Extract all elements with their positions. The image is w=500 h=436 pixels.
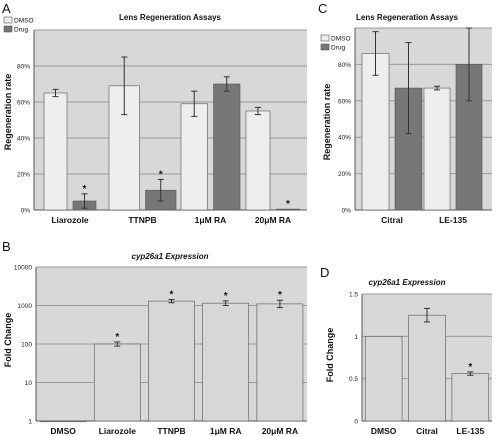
chart-a-bar-1-m-ra-drug — [213, 83, 241, 211]
chart-d: 0 0.5 1 1.5 DMSO Citral * LE-135 — [349, 292, 492, 436]
legend-c-dmso-label: DMSO — [331, 36, 351, 43]
chart-a-category-label: 1μM RA — [195, 215, 227, 225]
chart-d-bar-citral — [408, 314, 446, 422]
chart-c-ytick-label: 20% — [338, 171, 351, 178]
chart-c-legend: DMSO Drug — [320, 34, 351, 52]
chart-b-ytick-label: 1 — [28, 419, 32, 426]
chart-c-bar-le-135-dmso — [423, 87, 451, 211]
chart-b-category-label: TTNPB — [157, 426, 185, 436]
chart-a-significance-star: * — [83, 184, 87, 195]
chart-b-ytick-label: 10 — [25, 380, 33, 387]
legend-a-dmso-label: DMSO — [14, 18, 34, 25]
chart-a-bar-ttnpb-dmso — [108, 85, 140, 211]
chart-d-category-label: DMSO — [371, 426, 397, 436]
chart-b-category-label: 20μM RA — [262, 426, 298, 436]
chart-c-ylabel: Regeneration rate — [322, 84, 332, 161]
chart-d-ytick-label: 1.5 — [349, 292, 358, 299]
chart-d-ytick-label: 0 — [354, 419, 358, 426]
legend-c-drug-label: Drug — [331, 45, 345, 52]
chart-b-category-label: DMSO — [50, 426, 76, 436]
plot-layer: 0% 20% 40% 60% 80% * Liarozole * TTNPB 1μM RA * 20μ… — [14, 27, 492, 436]
chart-a-bar-20-m-ra-drug — [275, 208, 301, 211]
chart-b-ytick-label: 100 — [21, 342, 32, 349]
chart-d-bar-le-135 — [451, 373, 490, 422]
chart-d-bar-dmso — [364, 336, 403, 422]
chart-c: 0% 20% 40% 60% 80% Citral LE-135 — [338, 27, 492, 225]
chart-b-significance-star: * — [278, 290, 282, 301]
panel-letter-b: B — [2, 239, 11, 254]
chart-c-category-label: LE-135 — [439, 215, 467, 225]
chart-b-title: cyp26a1 Expression — [132, 252, 209, 261]
chart-b-ytick-label: 1000 — [18, 303, 33, 310]
chart-d-ylabel: Fold Change — [325, 328, 335, 383]
chart-a-category-label: Liarozole — [51, 215, 89, 225]
chart-b-ylabel: Fold Change — [3, 313, 13, 368]
chart-d-category-label: LE-135 — [456, 426, 484, 436]
chart-b: 1 10 100 1000 10000 DMSO * Liarozole * TTNPB * 1μM … — [14, 265, 307, 436]
chart-b-title-text: cyp26a1 Expression — [132, 252, 209, 261]
chart-b-significance-star: * — [224, 291, 228, 302]
chart-a-ytick-label: 40% — [17, 136, 30, 143]
chart-a-ylabel: Regeneration rate — [3, 74, 13, 151]
chart-a-bar-liarozole-dmso — [43, 92, 68, 211]
chart-c-ytick-label: 0% — [342, 208, 352, 215]
chart-a-legend: DMSO Drug — [3, 16, 34, 34]
chart-a-category-label: 20μM RA — [255, 215, 291, 225]
chart-a-title: Lens Regeneration Assays — [119, 13, 222, 22]
legend-a-dmso-swatch — [3, 16, 13, 24]
panel-letter-d: D — [320, 265, 329, 280]
chart-b-category-label: Liarozole — [99, 426, 137, 436]
chart-b-significance-star: * — [170, 290, 174, 301]
panel-letter-c: C — [318, 1, 327, 16]
legend-c-drug-swatch — [320, 43, 330, 51]
chart-b-category-label: 1μM RA — [210, 426, 242, 436]
chart-c-ytick-label: 60% — [338, 98, 351, 105]
chart-a-significance-star: * — [159, 169, 163, 180]
chart-a-bar-1-m-ra-dmso — [180, 103, 208, 211]
legend-c-dmso-swatch — [320, 34, 330, 42]
legend-a-drug-swatch — [3, 25, 13, 33]
chart-a-ytick-label: 60% — [17, 100, 30, 107]
chart-a-significance-star: * — [286, 199, 290, 210]
chart-b-bar-liarozole — [93, 343, 141, 422]
chart-b-significance-star: * — [115, 332, 119, 343]
chart-d-title: cyp26a1 Expression — [369, 278, 446, 287]
chart-a: 0% 20% 40% 60% 80% * Liarozole * TTNPB 1μM RA * 20μ… — [17, 29, 307, 225]
chart-c-category-label: Citral — [381, 215, 403, 225]
chart-a-ytick-label: 80% — [17, 64, 30, 71]
chart-a-ytick-label: 0% — [21, 208, 31, 215]
chart-b-bar-1-m-ra — [202, 302, 250, 422]
chart-c-ytick-label: 80% — [338, 62, 351, 69]
chart-d-title-text: cyp26a1 Expression — [369, 278, 446, 287]
chart-c-ytick-label: 40% — [338, 135, 351, 142]
chart-d-category-label: Citral — [416, 426, 438, 436]
panel-letter-a: A — [2, 1, 11, 16]
chart-a-category-label: TTNPB — [128, 215, 156, 225]
chart-b-bar-20-m-ra — [256, 303, 304, 422]
chart-d-significance-star: * — [468, 362, 472, 373]
chart-c-title: Lens Regeneration Assays — [356, 13, 459, 22]
chart-c-bar-citral-dmso — [361, 53, 390, 211]
chart-d-ytick-label: 1 — [354, 334, 358, 341]
chart-a-ytick-label: 20% — [17, 172, 30, 179]
chart-d-ytick-label: 0.5 — [349, 376, 358, 383]
chart-b-bar-ttnpb — [148, 300, 195, 422]
legend-a-drug-label: Drug — [14, 27, 28, 34]
chart-b-ytick-label: 10000 — [14, 265, 32, 272]
chart-b-bar-dmso — [39, 420, 87, 423]
chart-a-bar-20-m-ra-dmso — [245, 110, 271, 211]
